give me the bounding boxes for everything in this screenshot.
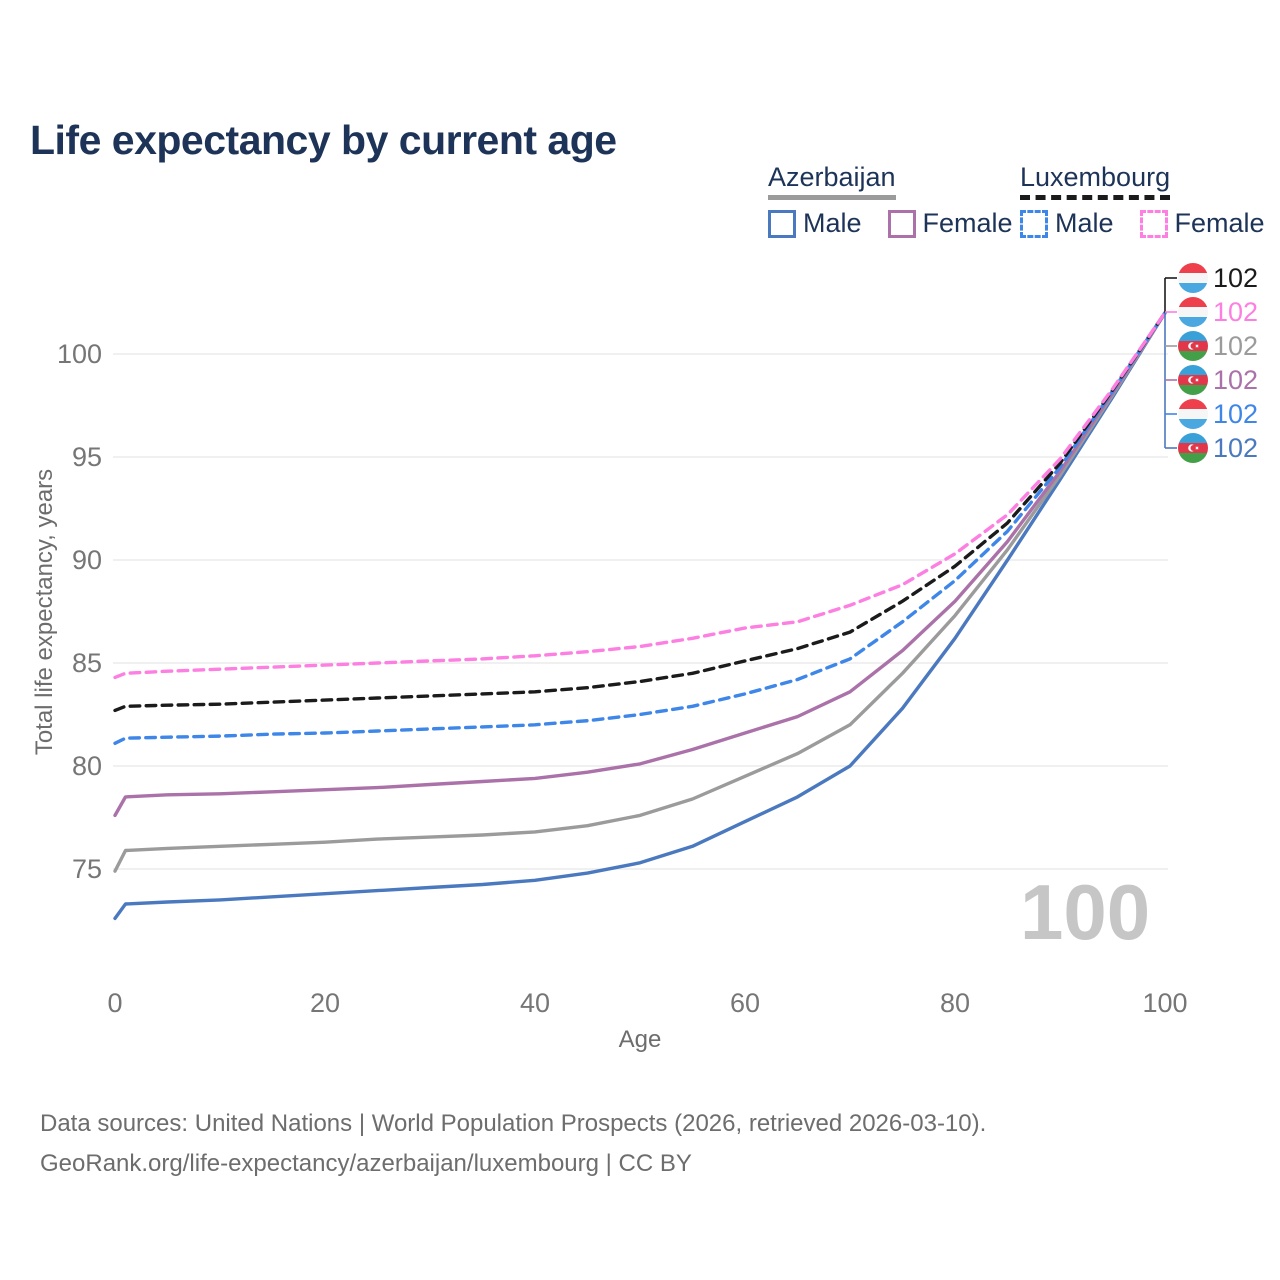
- legend-item-azerbaijan-female[interactable]: Female: [887, 208, 1013, 239]
- legend-item-label: Male: [1055, 208, 1114, 238]
- swatch-luxembourg-male-icon: [1020, 209, 1048, 238]
- swatch-azerbaijan-female-icon: [887, 209, 916, 238]
- y-axis-title: Total life expectancy, years: [31, 468, 58, 756]
- end-label-value: 102: [1213, 433, 1258, 463]
- footer-attribution: GeoRank.org/life-expectancy/azerbaijan/l…: [40, 1150, 692, 1177]
- end-label-value: 102: [1213, 365, 1258, 395]
- flag-icon-luxembourg: [1178, 399, 1208, 429]
- end-label-value: 102: [1213, 331, 1258, 361]
- legend-item-label: Female: [1174, 208, 1265, 238]
- swatch-luxembourg-female-icon: [1139, 209, 1168, 238]
- x-axis-title: Age: [618, 1026, 662, 1053]
- flag-icon-luxembourg: [1178, 297, 1208, 327]
- legend-group-luxembourg: Luxembourg Male Female: [1020, 162, 1265, 239]
- hovered-age-watermark: 100: [1020, 868, 1151, 956]
- flag-icon-luxembourg: [1178, 263, 1208, 293]
- legend-item-label: Male: [803, 208, 862, 238]
- series-line-lux_total[interactable]: [113, 311, 1167, 713]
- legend-item-azerbaijan-male[interactable]: Male: [768, 208, 862, 239]
- page-title: Life expectancy by current age: [30, 117, 617, 164]
- legend-item-label: Female: [922, 208, 1013, 238]
- series-line-az_female[interactable]: [113, 311, 1167, 818]
- flag-icon-azerbaijan: [1178, 365, 1208, 395]
- legend-country-azerbaijan[interactable]: Azerbaijan: [768, 162, 896, 200]
- legend-group-azerbaijan: Azerbaijan Male Female: [768, 162, 1013, 239]
- swatch-azerbaijan-male-icon: [768, 209, 796, 238]
- series-line-az_male[interactable]: [113, 311, 1167, 921]
- footer-data-sources: Data sources: United Nations | World Pop…: [40, 1110, 987, 1137]
- end-label-value: 102: [1213, 399, 1258, 429]
- legend-item-luxembourg-male[interactable]: Male: [1020, 208, 1114, 239]
- footer: Data sources: United Nations | World Pop…: [40, 1104, 986, 1184]
- series-line-lux_male[interactable]: [113, 311, 1167, 745]
- flag-icon-azerbaijan: [1178, 433, 1208, 463]
- end-label-value: 102: [1213, 263, 1258, 293]
- end-label-value: 102: [1213, 297, 1258, 327]
- flag-icon-azerbaijan: [1178, 331, 1208, 361]
- legend-item-luxembourg-female[interactable]: Female: [1139, 208, 1265, 239]
- legend-country-luxembourg[interactable]: Luxembourg: [1020, 162, 1171, 200]
- series-line-lux_female[interactable]: [113, 311, 1167, 680]
- series-line-az_total[interactable]: [113, 311, 1167, 873]
